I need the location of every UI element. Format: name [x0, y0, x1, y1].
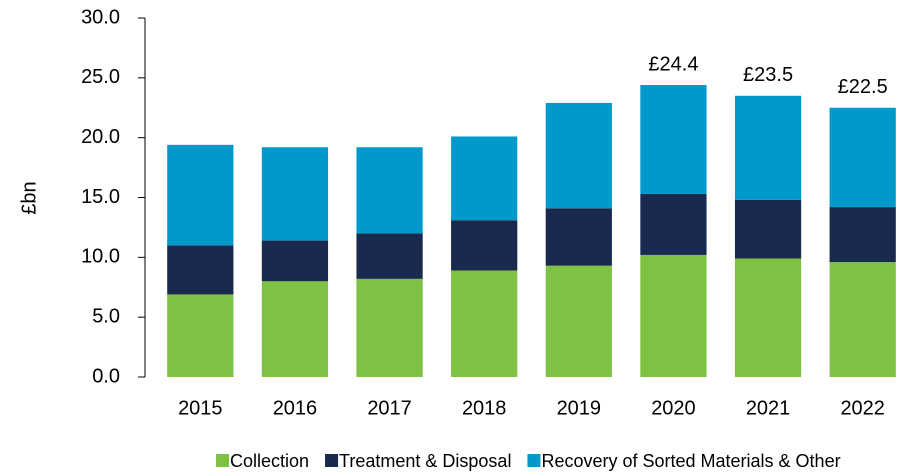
- y-tick-label: 0.0: [92, 365, 120, 387]
- bar-segment: [261, 281, 329, 377]
- legend-swatch: [216, 454, 229, 467]
- total-label: £24.4: [648, 53, 698, 75]
- bar-segment: [451, 270, 518, 377]
- bar-segment: [451, 220, 518, 271]
- x-tick-label: 2016: [273, 397, 318, 419]
- bar-segment: [545, 102, 612, 209]
- legend-label: Treatment & Disposal: [339, 451, 511, 471]
- y-tick-label: 30.0: [81, 6, 120, 28]
- bar-segment: [734, 258, 802, 377]
- y-tick-label: 10.0: [81, 246, 120, 268]
- bar-segment: [734, 199, 802, 259]
- bar-segment: [451, 136, 518, 221]
- y-axis-label: £bn: [18, 181, 40, 214]
- bar-segment: [640, 85, 707, 194]
- legend-label: Recovery of Sorted Materials & Other: [541, 451, 840, 471]
- total-label: £23.5: [743, 64, 793, 86]
- x-tick-label: 2022: [840, 397, 885, 419]
- bar-segment: [545, 265, 612, 377]
- bar-segment: [356, 278, 423, 377]
- bar-segment: [829, 207, 896, 263]
- x-tick-label: 2019: [557, 397, 602, 419]
- legend-swatch: [325, 454, 339, 467]
- total-label: £22.5: [838, 76, 888, 98]
- bar-segment: [261, 240, 329, 282]
- y-tick-label: 20.0: [81, 126, 120, 148]
- bar-segment: [261, 147, 329, 241]
- x-tick-label: 2015: [178, 397, 223, 419]
- bar-segment: [829, 107, 896, 208]
- bar-segment: [829, 262, 896, 377]
- y-tick-label: 5.0: [92, 305, 120, 327]
- x-tick-label: 2017: [367, 397, 412, 419]
- bar-segment: [734, 95, 802, 200]
- bar-segment: [167, 144, 234, 246]
- bar-segment: [640, 193, 707, 255]
- x-tick-label: 2021: [746, 397, 791, 419]
- x-tick-label: 2020: [651, 397, 696, 419]
- y-tick-label: 15.0: [81, 186, 120, 208]
- bar-segment: [356, 147, 423, 234]
- legend: Collection Treatment & Disposal Recovery o…: [216, 451, 841, 471]
- bar-segment: [640, 254, 707, 377]
- bar-segment: [167, 294, 234, 377]
- legend-label: Collection: [230, 451, 309, 471]
- x-tick-label: 2018: [462, 397, 507, 419]
- legend-swatch: [527, 454, 541, 467]
- bar-segment: [356, 233, 423, 279]
- bar-segment: [167, 245, 234, 295]
- y-tick-label: 25.0: [81, 66, 120, 88]
- bar-segment: [545, 208, 612, 266]
